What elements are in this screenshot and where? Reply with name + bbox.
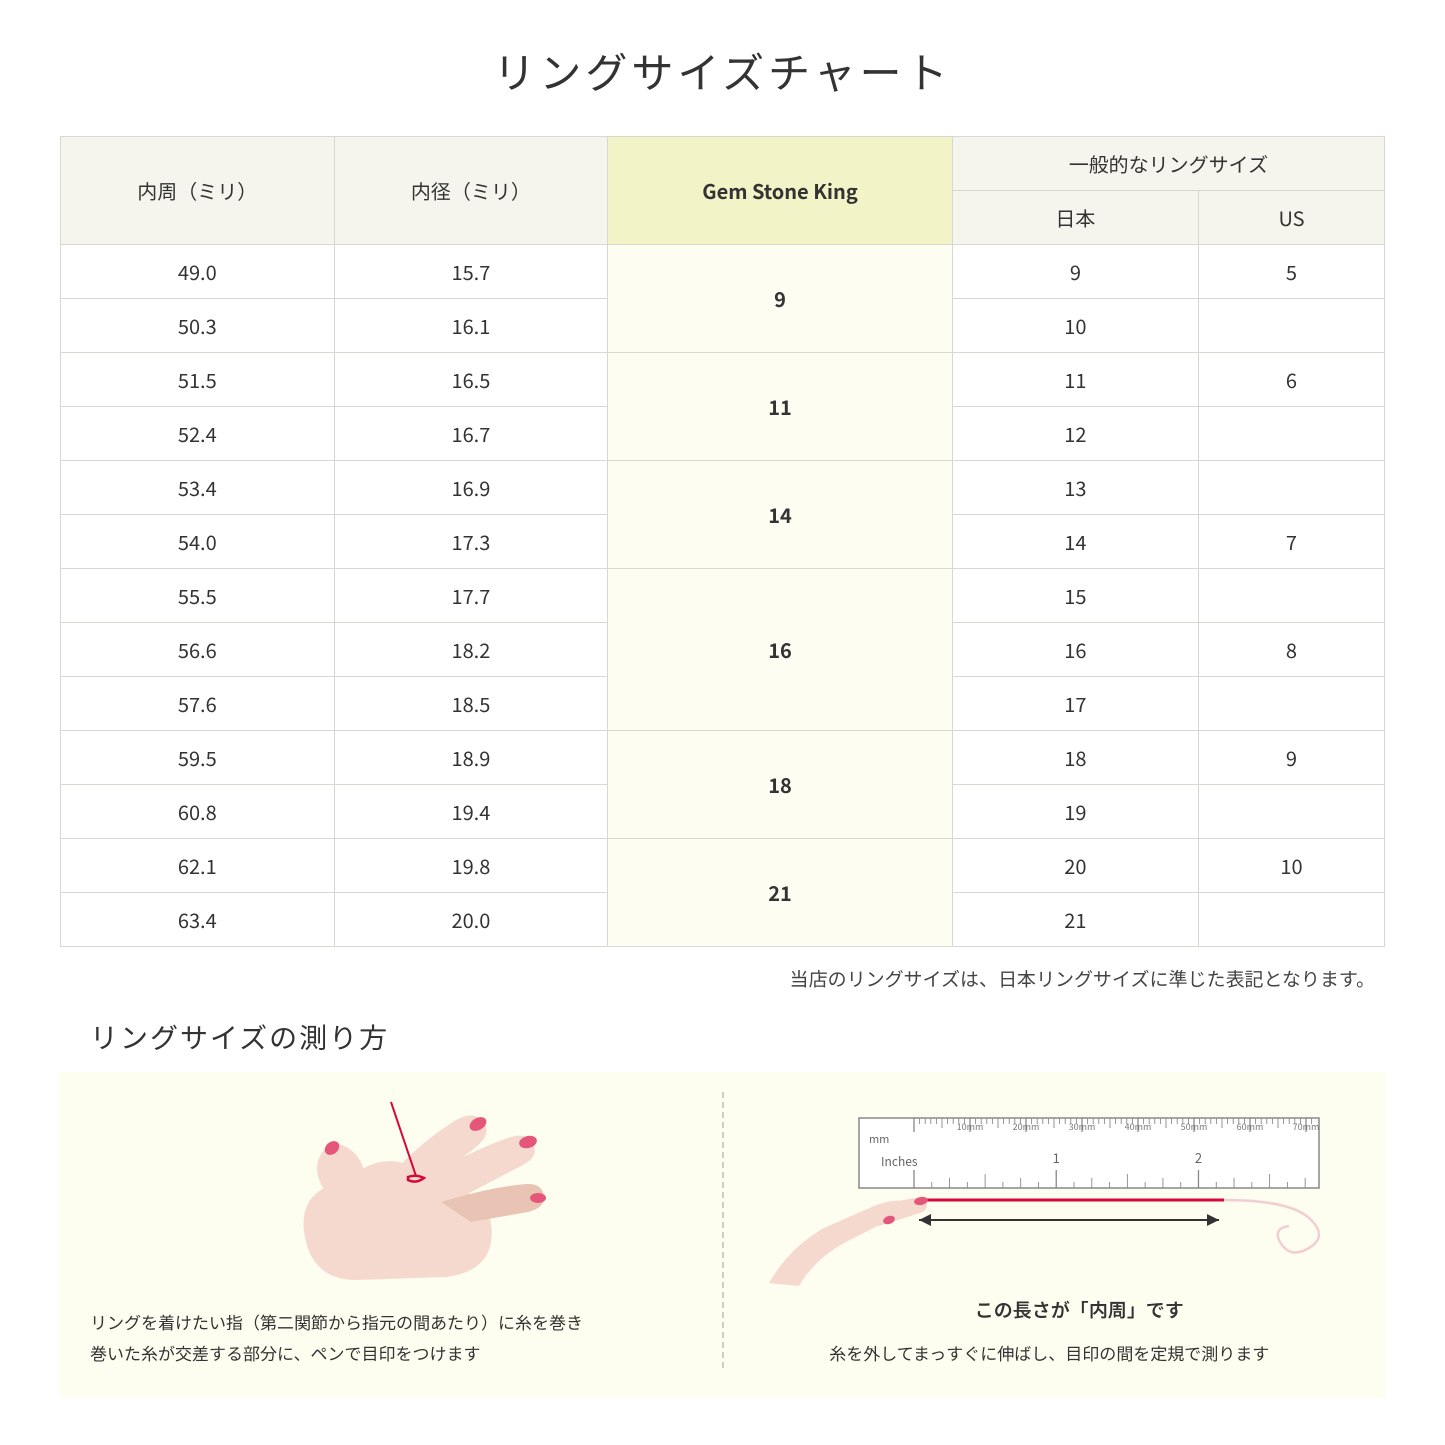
svg-text:40mm: 40mm	[1125, 1120, 1152, 1133]
cell-diameter: 15.7	[334, 245, 608, 299]
cell-circumference: 63.4	[61, 893, 335, 947]
cell-gsk: 18	[608, 731, 953, 839]
cell-japan: 14	[952, 515, 1198, 569]
cell-circumference: 56.6	[61, 623, 335, 677]
cell-circumference: 53.4	[61, 461, 335, 515]
cell-japan: 9	[952, 245, 1198, 299]
cell-diameter: 17.3	[334, 515, 608, 569]
cell-us	[1198, 785, 1384, 839]
cell-circumference: 59.5	[61, 731, 335, 785]
cell-circumference: 54.0	[61, 515, 335, 569]
cell-circumference: 57.6	[61, 677, 335, 731]
cell-circumference: 55.5	[61, 569, 335, 623]
cell-diameter: 20.0	[334, 893, 608, 947]
table-row: 51.516.511116	[61, 353, 1385, 407]
th-common: 一般的なリングサイズ	[952, 137, 1384, 191]
cell-us	[1198, 461, 1384, 515]
cell-japan: 10	[952, 299, 1198, 353]
cell-japan: 20	[952, 839, 1198, 893]
ruler-measure-illustration: 10mm 20mm 30mm 40mm 50mm 60mm 70mm mm Inches 1…	[769, 1108, 1329, 1288]
cell-circumference: 62.1	[61, 839, 335, 893]
cell-diameter: 19.8	[334, 839, 608, 893]
cell-gsk: 14	[608, 461, 953, 569]
howto-caption-1: リングを着けたい指（第二関節から指元の間あたり）に糸を巻き 巻いた糸が交差する部…	[90, 1307, 702, 1368]
cell-diameter: 17.7	[334, 569, 608, 623]
cell-gsk: 16	[608, 569, 953, 731]
th-gsk: Gem Stone King	[608, 137, 953, 245]
cell-diameter: 18.2	[334, 623, 608, 677]
table-row: 62.119.8212010	[61, 839, 1385, 893]
cell-us	[1198, 569, 1384, 623]
th-us: US	[1198, 191, 1384, 245]
cell-circumference: 51.5	[61, 353, 335, 407]
svg-text:50mm: 50mm	[1181, 1120, 1208, 1133]
ring-size-table: 内周（ミリ） 内径（ミリ） Gem Stone King 一般的なリングサイズ …	[60, 136, 1385, 947]
howto-panel: リングを着けたい指（第二関節から指元の間あたり）に糸を巻き 巻いた糸が交差する部…	[60, 1072, 1385, 1398]
cell-japan: 18	[952, 731, 1198, 785]
ruler-inches-unit: Inches	[881, 1153, 918, 1170]
howto-caption-2: 糸を外してまっすぐに伸ばし、目印の間を定規で測ります	[744, 1338, 1356, 1369]
cell-gsk: 9	[608, 245, 953, 353]
cell-diameter: 18.5	[334, 677, 608, 731]
cell-japan: 21	[952, 893, 1198, 947]
table-row: 59.518.918189	[61, 731, 1385, 785]
th-circumference: 内周（ミリ）	[61, 137, 335, 245]
cell-japan: 12	[952, 407, 1198, 461]
howto-step-2: 10mm 20mm 30mm 40mm 50mm 60mm 70mm mm Inches 1…	[744, 1092, 1356, 1368]
page-title: リングサイズチャート	[60, 40, 1385, 101]
howto-caption-1-line1: リングを着けたい指（第二関節から指元の間あたり）に糸を巻き	[90, 1309, 583, 1334]
svg-text:2: 2	[1195, 1148, 1202, 1167]
svg-text:10mm: 10mm	[957, 1120, 984, 1133]
howto-step-1: リングを着けたい指（第二関節から指元の間あたり）に糸を巻き 巻いた糸が交差する部…	[90, 1092, 702, 1368]
cell-us: 9	[1198, 731, 1384, 785]
cell-us: 6	[1198, 353, 1384, 407]
table-note: 当店のリングサイズは、日本リングサイズに準じた表記となります。	[60, 965, 1385, 992]
cell-diameter: 19.4	[334, 785, 608, 839]
cell-us: 7	[1198, 515, 1384, 569]
cell-japan: 13	[952, 461, 1198, 515]
table-row: 53.416.91413	[61, 461, 1385, 515]
cell-gsk: 21	[608, 839, 953, 947]
svg-text:20mm: 20mm	[1013, 1120, 1040, 1133]
svg-text:1: 1	[1053, 1148, 1060, 1167]
cell-us: 8	[1198, 623, 1384, 677]
cell-us	[1198, 407, 1384, 461]
cell-us: 10	[1198, 839, 1384, 893]
cell-diameter: 18.9	[334, 731, 608, 785]
cell-gsk: 11	[608, 353, 953, 461]
ruler-length-label: この長さが「内周」です	[829, 1296, 1329, 1323]
table-row: 55.517.71615	[61, 569, 1385, 623]
hand-wrap-illustration	[216, 1092, 576, 1292]
table-row: 49.015.7995	[61, 245, 1385, 299]
cell-circumference: 49.0	[61, 245, 335, 299]
cell-us	[1198, 893, 1384, 947]
cell-diameter: 16.9	[334, 461, 608, 515]
cell-circumference: 52.4	[61, 407, 335, 461]
cell-circumference: 50.3	[61, 299, 335, 353]
svg-text:30mm: 30mm	[1069, 1120, 1096, 1133]
th-japan: 日本	[952, 191, 1198, 245]
ruler-mm-unit: mm	[869, 1131, 889, 1147]
cell-us	[1198, 677, 1384, 731]
cell-us: 5	[1198, 245, 1384, 299]
cell-diameter: 16.5	[334, 353, 608, 407]
cell-japan: 19	[952, 785, 1198, 839]
howto-divider	[722, 1092, 724, 1368]
cell-diameter: 16.1	[334, 299, 608, 353]
cell-diameter: 16.7	[334, 407, 608, 461]
howto-caption-1-line2: 巻いた糸が交差する部分に、ペンで目印をつけます	[90, 1340, 481, 1365]
svg-text:70mm: 70mm	[1293, 1120, 1320, 1133]
cell-japan: 16	[952, 623, 1198, 677]
cell-circumference: 60.8	[61, 785, 335, 839]
howto-title: リングサイズの測り方	[60, 1017, 1385, 1057]
cell-japan: 17	[952, 677, 1198, 731]
cell-us	[1198, 299, 1384, 353]
svg-text:60mm: 60mm	[1237, 1120, 1264, 1133]
cell-japan: 15	[952, 569, 1198, 623]
th-diameter: 内径（ミリ）	[334, 137, 608, 245]
cell-japan: 11	[952, 353, 1198, 407]
